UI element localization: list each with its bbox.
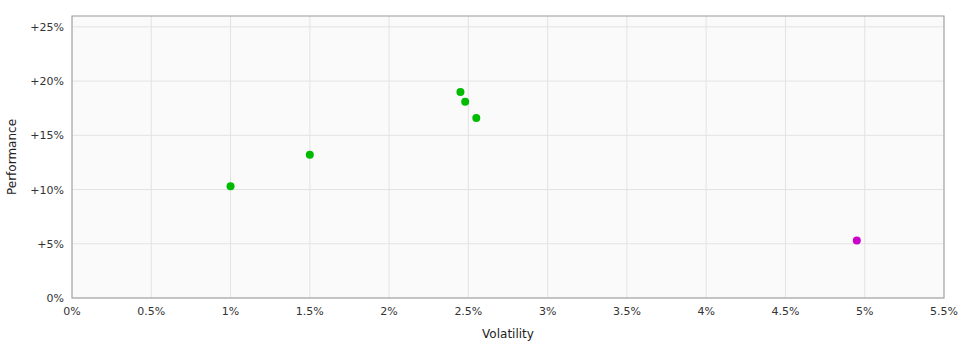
chart-container: 0% 0.5% 1% 1.5% 2% 2.5% 3% 3.5% 4% 4.5% 5% 5.5% 0% +5… bbox=[0, 0, 966, 350]
plot-frame bbox=[72, 16, 944, 298]
chart-svg: 0% 0.5% 1% 1.5% 2% 2.5% 3% 3.5% 4% 4.5% 5% 5.5% 0% +5… bbox=[0, 0, 966, 350]
x-tick-label: 0.5% bbox=[137, 305, 165, 318]
x-tick-label: 5% bbox=[856, 305, 873, 318]
marks bbox=[227, 88, 861, 245]
x-tick-label: 2% bbox=[380, 305, 397, 318]
point bbox=[472, 114, 480, 122]
grid bbox=[72, 16, 944, 298]
x-tick-label: 3% bbox=[539, 305, 556, 318]
x-grid-line bbox=[230, 16, 231, 298]
y-axis-label: Performance bbox=[5, 119, 19, 195]
y-grid-line bbox=[72, 81, 944, 82]
x-axis-label: Volatility bbox=[482, 327, 534, 341]
x-grid-line bbox=[151, 16, 152, 298]
x-grid-line bbox=[864, 16, 865, 298]
plot-background bbox=[72, 16, 944, 298]
x-grid-line bbox=[547, 16, 548, 298]
point bbox=[461, 98, 469, 106]
x-grid-line bbox=[389, 16, 390, 298]
x-grid-line bbox=[468, 16, 469, 298]
point bbox=[227, 182, 235, 190]
y-grid-line bbox=[72, 26, 944, 27]
x-tick-label: 3.5% bbox=[613, 305, 641, 318]
y-tick-label: 0% bbox=[47, 292, 64, 305]
y-tick-label: +20% bbox=[30, 75, 64, 88]
y-grid-line bbox=[72, 189, 944, 190]
x-tick-label: 2.5% bbox=[454, 305, 482, 318]
x-tick-label: 4.5% bbox=[771, 305, 799, 318]
point bbox=[306, 151, 314, 159]
series bbox=[227, 88, 481, 190]
y-tick-label: +5% bbox=[37, 238, 64, 251]
y-grid-line bbox=[72, 135, 944, 136]
y-tick-label: +15% bbox=[30, 129, 64, 142]
x-tick-label: 1.5% bbox=[296, 305, 324, 318]
point bbox=[456, 88, 464, 96]
y-grid-line bbox=[72, 243, 944, 244]
series bbox=[853, 237, 861, 245]
y-tick-label: +25% bbox=[30, 21, 64, 34]
y-tick-label: +10% bbox=[30, 184, 64, 197]
x-tick-label: 0% bbox=[63, 305, 80, 318]
x-grid-line bbox=[785, 16, 786, 298]
x-tick-label: 5.5% bbox=[930, 305, 958, 318]
x-tick-label: 4% bbox=[697, 305, 714, 318]
x-grid-line bbox=[626, 16, 627, 298]
point bbox=[853, 237, 861, 245]
x-tick-label: 1% bbox=[222, 305, 239, 318]
x-grid-line bbox=[706, 16, 707, 298]
